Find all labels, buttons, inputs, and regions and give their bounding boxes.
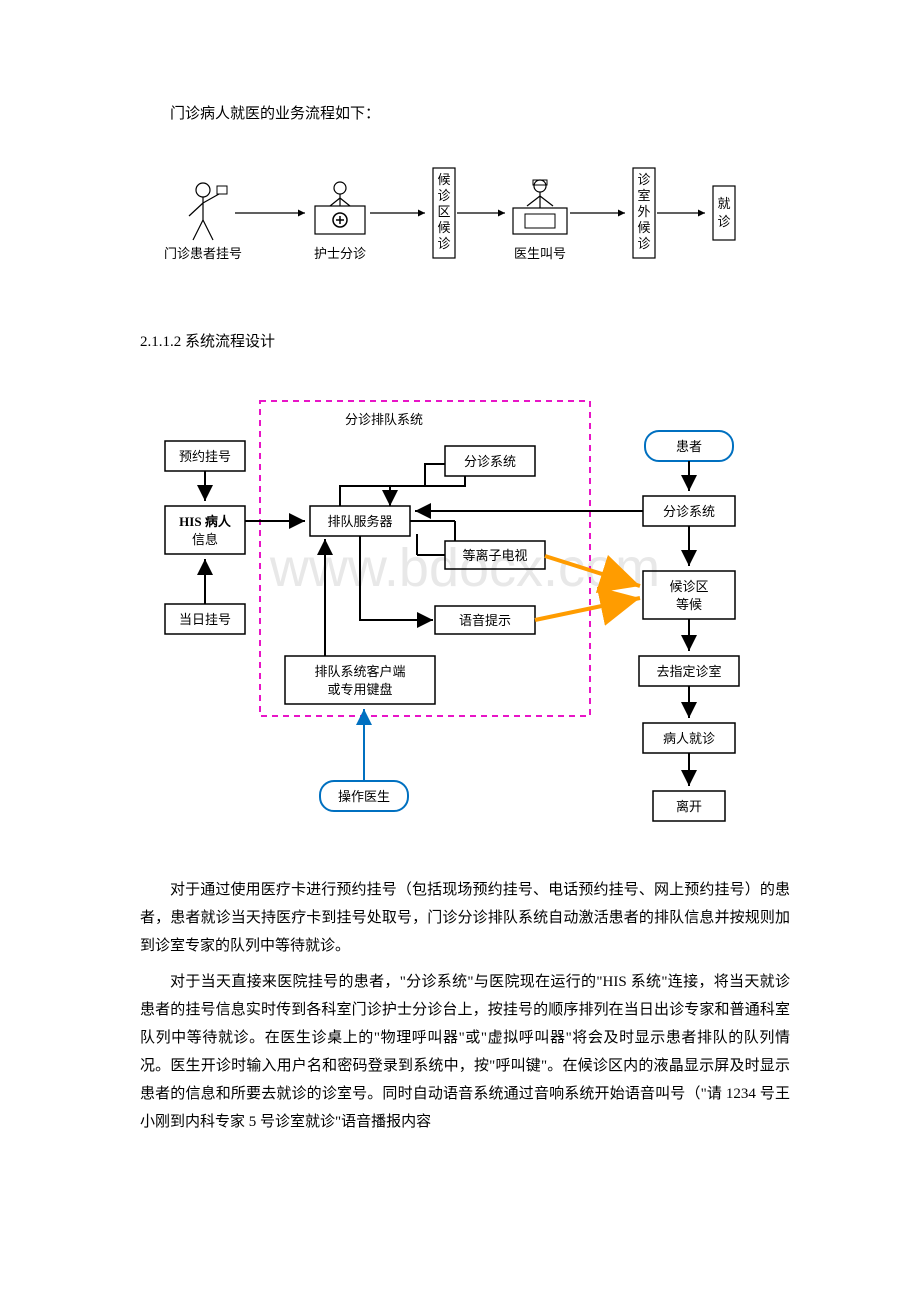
flow1-step2-label: 护士分诊 (314, 246, 366, 261)
watermark-text: www.bdocx.com (269, 538, 660, 598)
label-patient: 患者 (676, 439, 702, 454)
flow-diagram-2: www.bdocx.com 分诊排队系统 预约挂号 HIS 病人 信息 当日挂号… (140, 386, 790, 856)
label-today: 当日挂号 (179, 612, 231, 627)
v32: 诊 (437, 188, 450, 203)
intro-text: 门诊病人就医的业务流程如下： (140, 100, 790, 128)
v35: 诊 (437, 236, 450, 251)
label-client1: 排队系统客户端 (314, 664, 405, 679)
flow1-step6-box (713, 186, 735, 240)
flow1-step4-label: 医生叫号 (514, 246, 566, 261)
label-his2: 信息 (192, 532, 218, 547)
label-queue-srv: 排队服务器 (327, 514, 392, 529)
v53: 外 (637, 204, 650, 219)
paragraph-2: 对于当天直接来医院挂号的患者，"分诊系统"与医院现在运行的"HIS 系统"连接，… (140, 968, 790, 1136)
v62: 诊 (717, 214, 730, 229)
v33: 区 (437, 204, 450, 219)
v52: 室 (637, 188, 650, 203)
flow-diagram-1: 门诊患者挂号 护士分诊 候 诊 区 候 诊 (140, 158, 790, 298)
paragraph-1: 对于通过使用医疗卡进行预约挂号（包括现场预约挂号、电话预约挂号、网上预约挂号）的… (140, 876, 790, 960)
v31: 候 (437, 172, 450, 187)
label-triage2: 分诊系统 (663, 504, 715, 519)
label-leave: 离开 (676, 799, 702, 814)
label-wait2: 等候 (676, 597, 702, 612)
v61: 就 (717, 196, 730, 211)
v34: 候 (437, 220, 450, 235)
label-client2: 或专用键盘 (327, 682, 392, 697)
section-heading-2112: 2.1.1.2 系统流程设计 (140, 328, 790, 356)
nurse-icon (315, 182, 365, 234)
label-voice: 语音提示 (459, 613, 511, 628)
label-wait1: 候诊区 (669, 579, 708, 594)
patient-icon (189, 183, 227, 240)
system-title: 分诊排队系统 (345, 412, 423, 427)
v55: 诊 (637, 236, 650, 251)
doctor-icon (513, 180, 567, 234)
v54: 候 (637, 220, 650, 235)
label-triage-sys: 分诊系统 (464, 454, 516, 469)
label-his1: HIS 病人 (179, 514, 232, 529)
label-plasma: 等离子电视 (462, 548, 527, 563)
label-visit: 病人就诊 (663, 731, 715, 746)
label-doctor: 操作医生 (338, 789, 390, 804)
flow1-step1-label: 门诊患者挂号 (164, 246, 242, 261)
label-goto-room: 去指定诊室 (656, 664, 721, 679)
label-appt: 预约挂号 (179, 449, 231, 464)
v51: 诊 (637, 172, 650, 187)
